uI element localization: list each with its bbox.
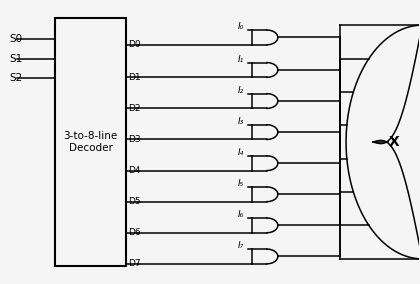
Text: S0: S0 xyxy=(9,34,22,44)
Text: D3: D3 xyxy=(128,135,141,144)
Text: I₂: I₂ xyxy=(238,86,244,95)
Text: X: X xyxy=(389,135,400,149)
Text: S1: S1 xyxy=(9,54,22,64)
Text: 3-to-8-line
Decoder: 3-to-8-line Decoder xyxy=(63,131,118,153)
Text: I₃: I₃ xyxy=(238,117,244,126)
Text: I₁: I₁ xyxy=(238,55,244,64)
Text: D4: D4 xyxy=(128,166,140,175)
Text: I₆: I₆ xyxy=(238,210,244,219)
Bar xyxy=(55,18,126,266)
Text: I₀: I₀ xyxy=(238,22,244,31)
Text: D6: D6 xyxy=(128,228,141,237)
Text: D2: D2 xyxy=(128,104,140,113)
Text: D5: D5 xyxy=(128,197,141,206)
Text: S2: S2 xyxy=(9,73,22,83)
Text: I₄: I₄ xyxy=(238,148,244,157)
Text: I₅: I₅ xyxy=(238,179,244,188)
Text: I₇: I₇ xyxy=(238,241,244,250)
Text: D1: D1 xyxy=(128,73,141,82)
Text: D7: D7 xyxy=(128,259,141,268)
Text: D0: D0 xyxy=(128,40,141,49)
